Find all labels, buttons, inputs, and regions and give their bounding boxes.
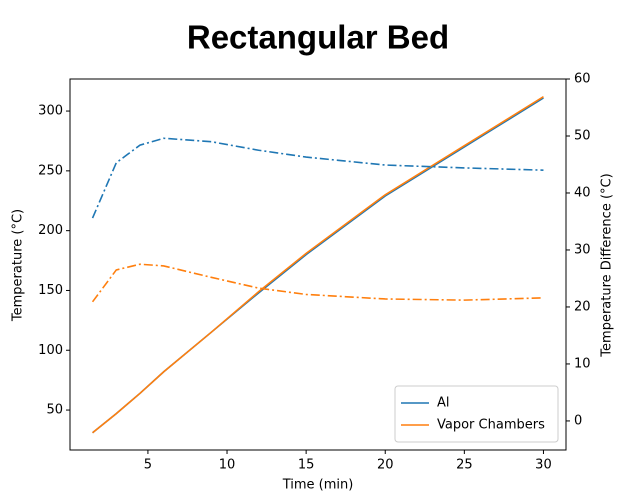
y2-tick-label: 60 <box>574 72 591 87</box>
y-tick-label: 150 <box>38 283 63 298</box>
x-tick-label: 15 <box>298 458 315 473</box>
plot-frame <box>69 78 567 451</box>
y-tick-label: 250 <box>38 163 63 178</box>
y2-tick-label: 40 <box>574 185 591 200</box>
legend-label: Al <box>437 396 450 411</box>
y-axis-label: Temperature (°C) <box>11 209 26 322</box>
line-series <box>92 97 544 434</box>
y2-tick-label: 10 <box>574 356 591 371</box>
line-series <box>91 263 544 303</box>
x-axis-label: Time (min) <box>282 478 354 493</box>
chart-title: Rectangular Bed <box>187 19 449 56</box>
x-tick-label: 10 <box>219 458 236 473</box>
y-tick-label: 300 <box>38 104 63 119</box>
y-tick-label: 100 <box>38 343 63 358</box>
y2-tick-label: 20 <box>574 299 591 314</box>
x-tick-label: 5 <box>144 458 152 473</box>
legend-box <box>394 385 559 443</box>
y2-tick-label: 30 <box>574 242 591 257</box>
line-series <box>91 137 544 219</box>
y2-tick-label: 0 <box>574 413 582 428</box>
line-series <box>92 96 544 434</box>
x-tick-label: 25 <box>456 458 473 473</box>
y-tick-label: 50 <box>46 403 63 418</box>
y-tick-label: 200 <box>38 223 63 238</box>
x-tick-label: 30 <box>535 458 552 473</box>
legend-label: Vapor Chambers <box>437 418 545 433</box>
y2-tick-label: 50 <box>574 128 591 143</box>
x-tick-label: 20 <box>377 458 394 473</box>
y2-axis-label: Temperature Difference (°C) <box>600 173 615 357</box>
